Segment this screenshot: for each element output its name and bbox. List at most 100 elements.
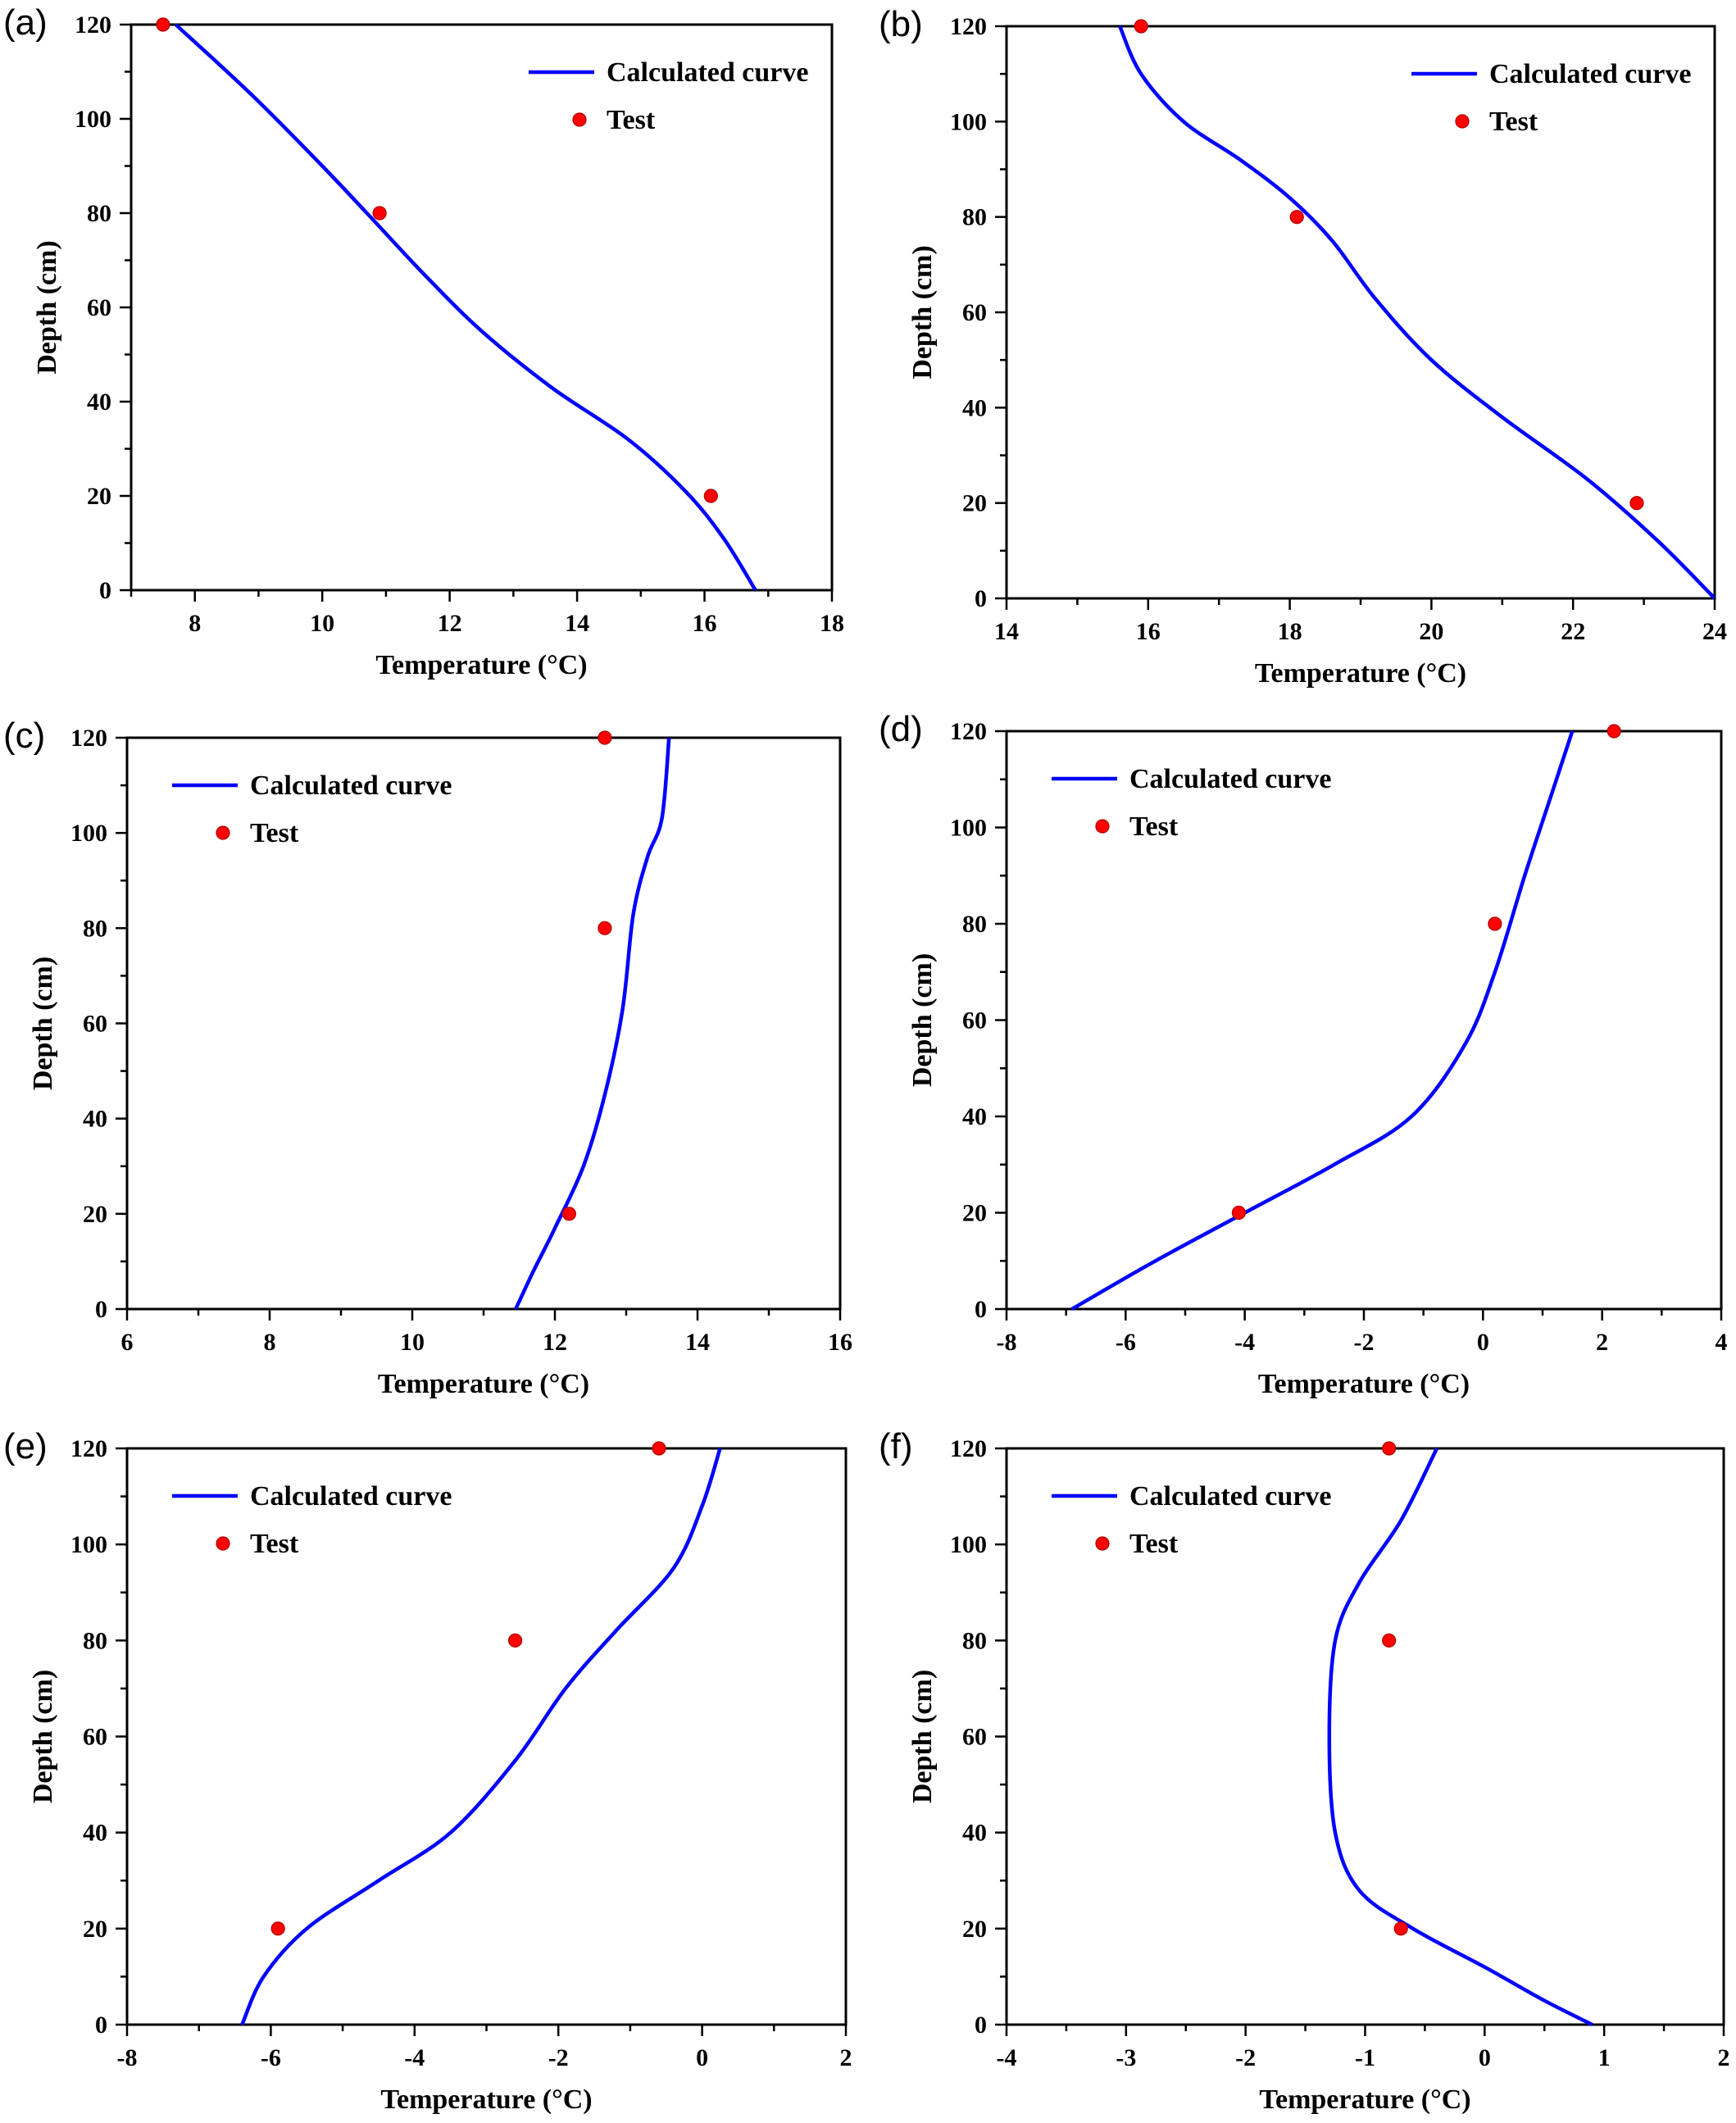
x-tick-label: -4 — [404, 2044, 425, 2071]
test-point — [1231, 1205, 1247, 1221]
legend-test-swatch — [1455, 114, 1470, 129]
x-tick-label: -4 — [997, 2044, 1017, 2071]
test-point — [1382, 1633, 1397, 1648]
plot-frame — [130, 23, 834, 592]
x-tick-label: 10 — [310, 610, 334, 637]
y-tick-label: 100 — [950, 1531, 987, 1558]
legend-test-label: Test — [250, 818, 299, 848]
y-tick-label: 0 — [95, 1296, 107, 1323]
test-point — [1488, 916, 1502, 931]
test-point — [561, 1207, 577, 1221]
x-tick-label: -4 — [1234, 1329, 1255, 1356]
plot-frame — [1005, 1447, 1725, 2026]
legend-test-swatch — [1095, 1536, 1110, 1551]
y-axis-title: Depth (cm) — [907, 953, 938, 1087]
calculated-curve-line — [1070, 730, 1575, 1311]
calculated-curve-line — [514, 737, 671, 1310]
x-axis-title: Temperature (°C) — [1255, 658, 1466, 689]
legend-test-swatch — [216, 825, 230, 840]
y-tick-label: 80 — [962, 911, 987, 938]
panel-label: (c) — [3, 716, 45, 756]
y-tick-label: 60 — [962, 1724, 987, 1751]
x-tick-label: 2 — [1718, 2044, 1730, 2071]
chart-panel-a: 8 10 12 14 16 18 0 20 40 60 80 100 120 Temperature (°… — [3, 2, 844, 680]
y-tick-label: 80 — [962, 204, 987, 231]
x-tick-label: 18 — [1278, 618, 1302, 645]
chart-panel-c: 6 8 10 12 14 16 0 20 40 60 80 100 120 Temperature (°C… — [3, 716, 852, 1399]
calculated-curve-line — [1118, 25, 1715, 600]
y-axis-title: Depth (cm) — [907, 245, 938, 379]
x-tick-label: 12 — [543, 1329, 567, 1356]
test-point — [1382, 1441, 1397, 1456]
calculated-curve-line — [1327, 1447, 1593, 2026]
panel-label: (d) — [879, 709, 923, 749]
y-tick-label: 0 — [975, 2012, 987, 2039]
y-tick-label: 100 — [950, 108, 987, 135]
test-point — [703, 489, 718, 503]
x-tick-label: -2 — [1354, 1329, 1375, 1356]
x-tick-label: 1 — [1598, 2044, 1611, 2071]
y-tick-label: 60 — [83, 1011, 107, 1038]
test-point — [598, 921, 612, 935]
y-axis-title: Depth (cm) — [28, 1670, 58, 1803]
y-tick-label: 40 — [83, 1106, 107, 1133]
panel-label: (f) — [879, 1426, 913, 1466]
y-axis-title: Depth (cm) — [907, 1670, 938, 1803]
x-tick-label: 2 — [1596, 1329, 1608, 1356]
x-tick-label: 6 — [121, 1329, 134, 1356]
legend-test-swatch — [572, 112, 587, 127]
x-tick-label: -6 — [1116, 1329, 1136, 1356]
test-point — [1629, 496, 1644, 511]
y-tick-label: 100 — [75, 106, 111, 133]
x-tick-label: 0 — [1477, 1329, 1489, 1356]
y-tick-label: 40 — [962, 394, 987, 421]
x-tick-label: -2 — [548, 2044, 569, 2071]
test-point — [1289, 210, 1304, 225]
test-point — [156, 17, 170, 32]
y-tick-label: 0 — [95, 2012, 107, 2039]
test-point — [270, 1921, 285, 1936]
x-tick-label: 14 — [685, 1329, 710, 1356]
chart-panel-b: 14 16 18 20 22 24 0 20 40 60 80 100 120 Temperature (… — [879, 4, 1727, 689]
y-tick-label: 20 — [962, 490, 987, 517]
x-tick-label: 14 — [565, 610, 589, 637]
y-tick-label: 20 — [83, 1201, 107, 1228]
y-tick-label: 40 — [962, 1103, 987, 1130]
y-tick-label: 120 — [70, 1435, 107, 1462]
y-tick-label: 20 — [83, 1916, 107, 1943]
y-tick-label: 120 — [950, 1435, 987, 1462]
legend-curve-label: Calculated curve — [607, 57, 808, 88]
y-tick-label: 120 — [950, 13, 987, 40]
x-tick-label: 2 — [840, 2044, 852, 2071]
x-tick-label: 20 — [1419, 618, 1443, 645]
x-axis-title: Temperature (°C) — [380, 2084, 592, 2115]
legend-curve-label: Calculated curve — [1129, 1481, 1331, 1512]
legend-curve-label: Calculated curve — [250, 771, 452, 801]
legend-curve-label: Calculated curve — [1129, 764, 1331, 794]
y-tick-label: 60 — [83, 1724, 107, 1751]
y-tick-label: 120 — [75, 11, 111, 39]
y-axis-title: Depth (cm) — [32, 240, 62, 374]
test-point — [372, 206, 387, 220]
plot-frame — [125, 736, 842, 1311]
test-point — [1393, 1921, 1408, 1936]
y-tick-label: 60 — [962, 1007, 987, 1034]
y-tick-label: 20 — [962, 1916, 987, 1943]
test-point — [507, 1633, 523, 1648]
x-tick-label: 0 — [696, 2044, 708, 2071]
x-tick-label: 24 — [1702, 618, 1727, 645]
x-tick-label: -8 — [117, 2044, 138, 2071]
calculated-curve-line — [174, 23, 757, 592]
y-axis-title: Depth (cm) — [28, 957, 58, 1090]
legend-test-label: Test — [1129, 1529, 1179, 1559]
x-tick-label: -8 — [997, 1329, 1017, 1356]
y-tick-label: 0 — [975, 585, 987, 612]
x-tick-label: 12 — [438, 610, 462, 637]
x-tick-label: -6 — [261, 2044, 281, 2071]
y-tick-label: 80 — [87, 200, 111, 227]
test-point — [1606, 724, 1621, 739]
